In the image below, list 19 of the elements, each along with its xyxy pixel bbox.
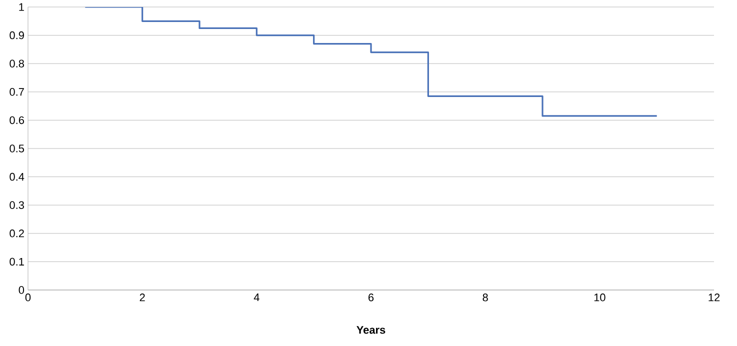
x-tick-label: 10 [594, 294, 606, 302]
x-tick-label: 4 [254, 294, 260, 302]
y-tick-label: 0.7 [10, 88, 24, 96]
y-tick-label: 0.9 [10, 31, 24, 40]
x-tick-label: 0 [25, 294, 31, 302]
x-axis-title: Years [356, 326, 386, 334]
y-tick-label: 0.2 [10, 230, 24, 238]
x-tick-label: 2 [140, 294, 145, 302]
x-tick-label: 6 [368, 294, 374, 302]
y-tick-label: 0.8 [10, 60, 24, 68]
y-tick-label: 0.5 [10, 144, 24, 152]
y-tick-label: 1 [19, 3, 24, 11]
y-tick-label: 0.6 [10, 116, 24, 124]
y-tick-label: 0.1 [10, 258, 24, 266]
x-tick-label: 8 [482, 294, 488, 302]
y-tick-label: 0 [18, 286, 24, 294]
y-tick-label: 0.3 [10, 201, 24, 209]
x-tick-label: 12 [708, 294, 720, 302]
y-tick-label: 0.4 [10, 172, 24, 181]
